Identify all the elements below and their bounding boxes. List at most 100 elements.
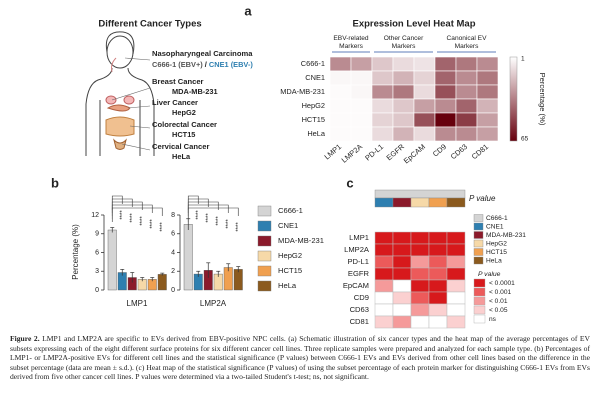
p-cell: [428, 255, 448, 269]
p-cell: [374, 255, 394, 269]
row-label: PD-L1: [347, 257, 369, 266]
significance-bracket: [187, 201, 219, 216]
column-label: CD81: [470, 142, 490, 161]
y-tick-label: 8: [171, 212, 175, 219]
p-cell: [410, 315, 430, 329]
y-tick-label: 0: [171, 287, 175, 294]
heat-cell: [371, 98, 394, 114]
heat-cell: [329, 126, 352, 142]
p-cell: [392, 243, 412, 257]
p-cell: [410, 291, 430, 305]
legend-swatch: [473, 256, 484, 265]
row-label: EpCAM: [343, 281, 369, 290]
levels-title: P value: [478, 271, 501, 278]
legend-label: C666-1: [278, 206, 303, 215]
p-cell: [410, 243, 430, 257]
heat-cell: [476, 98, 499, 114]
legend-label: HCT15: [486, 249, 507, 256]
legend-label: HCT15: [278, 266, 302, 275]
heat-cell: [350, 126, 373, 142]
bar: [233, 269, 243, 291]
group-label: LMP2A: [200, 299, 227, 308]
marker-group: EBV-related Markers: [333, 35, 369, 50]
y-tick-label: 12: [91, 212, 99, 219]
legend-label: MDA-MB-231: [278, 236, 324, 245]
heat-cell: [350, 70, 373, 86]
p-cell: [392, 291, 412, 305]
p-cell: [374, 267, 394, 281]
heat-cell: [371, 84, 394, 100]
column-label: EpCAM: [402, 142, 427, 165]
column-strip: [392, 197, 412, 208]
row-label: MDA-MB-231: [280, 87, 325, 96]
legend-swatch: [257, 280, 272, 292]
heat-cell: [392, 112, 415, 128]
row-label: HeLa: [307, 129, 326, 138]
row-label: CD9: [354, 293, 369, 302]
p-cell: [446, 267, 466, 281]
y-tick-label: 0: [95, 287, 99, 294]
cell-line: HeLa: [172, 152, 191, 161]
caption-label: Figure 2.: [10, 334, 40, 343]
row-label: CD81: [350, 317, 369, 326]
significance-label: ****: [160, 222, 166, 232]
heat-cell: [476, 56, 499, 72]
p-cell: [374, 279, 394, 293]
legend-swatch: [257, 250, 272, 262]
heat-cell: [413, 126, 436, 142]
p-cell: [446, 231, 466, 245]
cell-line: CNE1 (EBV-): [209, 60, 253, 69]
p-cell: [392, 279, 412, 293]
p-cell: [374, 315, 394, 329]
legend-label: C666-1: [486, 215, 508, 222]
row-label: CD63: [350, 305, 369, 314]
heat-cell: [392, 98, 415, 114]
y-tick-label: 3: [95, 268, 99, 275]
heat-cell: [329, 98, 352, 114]
heat-cell: [434, 98, 457, 114]
p-cell: [446, 255, 466, 269]
heat-cell: [455, 84, 478, 100]
p-cell: [410, 255, 430, 269]
heat-cell: [455, 112, 478, 128]
heat-cell: [413, 84, 436, 100]
level-label: < 0.001: [489, 289, 512, 296]
cell-line: MDA-MB-231: [172, 87, 218, 96]
p-cell: [410, 267, 430, 281]
level-label: ns: [489, 316, 497, 323]
level-label: < 0.01: [489, 298, 508, 305]
heat-cell: [371, 70, 394, 86]
panel-title: Different Cancer Types: [98, 19, 201, 30]
row-label: CNE1: [305, 73, 325, 82]
heat-cell: [434, 126, 457, 142]
level-label: < 0.05: [489, 307, 508, 314]
heat-cell: [434, 56, 457, 72]
cell-line: C666-1 (EBV+): [152, 60, 203, 69]
legend-swatch: [257, 265, 272, 277]
significance-label: ****: [216, 216, 222, 226]
heat-cell: [392, 84, 415, 100]
p-cell: [410, 231, 430, 245]
cell-lines: C666-1 (EBV+) / CNE1 (EBV-): [152, 60, 253, 69]
colorbar-label: Percentage (%): [538, 73, 547, 126]
p-cell: [446, 303, 466, 317]
column-strip: [446, 197, 466, 208]
legend-swatch: [257, 220, 272, 232]
heatmap-title: Expression Level Heat Map: [352, 19, 475, 30]
p-cell: [392, 267, 412, 281]
heat-cell: [455, 126, 478, 142]
cancer-type: Cervical Cancer: [152, 142, 209, 151]
marker-group: Other Cancer Markers: [384, 35, 424, 50]
column-label: CD9: [431, 142, 448, 158]
p-cell: [374, 291, 394, 305]
heat-cell: [413, 70, 436, 86]
bar: [107, 229, 117, 291]
row-label: HCT15: [302, 115, 325, 124]
column-label: LMP2A: [340, 142, 364, 165]
legend-label: HepG2: [486, 240, 507, 247]
p-cell: [428, 315, 448, 329]
significance-label: ****: [140, 216, 146, 226]
colorbar: [509, 56, 518, 142]
y-tick-label: 6: [95, 249, 99, 256]
level-swatch: [473, 314, 486, 324]
